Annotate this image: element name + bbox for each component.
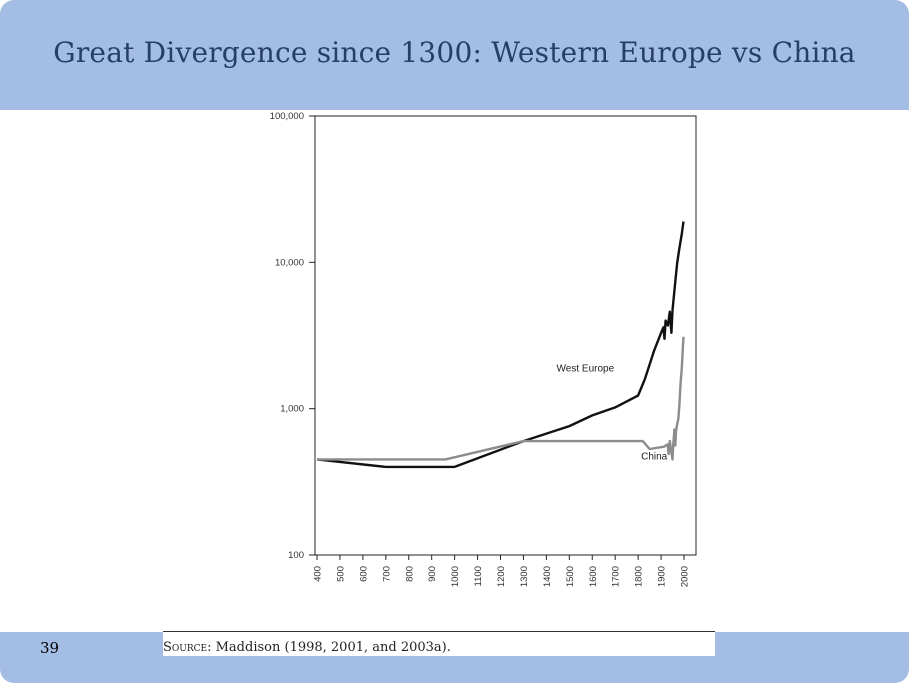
series-line-west-europe (316, 221, 685, 469)
source-label: Source: (163, 640, 212, 655)
x-tick-label: 1100 (473, 566, 484, 586)
chart-axes: 100 1,000 10,000 100,000 400 500 600 700 800 900 1… (270, 111, 697, 587)
y-tick-label: 100 (288, 550, 304, 561)
x-tick-label: 1700 (611, 566, 622, 587)
x-tick-label: 900 (427, 566, 438, 582)
x-tick-label: 1200 (496, 566, 507, 587)
x-tick-label: 700 (381, 566, 392, 582)
x-tick-label: 1400 (542, 566, 553, 587)
x-tick-label: 1600 (588, 566, 599, 587)
series-line-china (317, 336, 685, 461)
x-tick-label: 2000 (680, 566, 691, 587)
x-tick-label: 1900 (657, 566, 668, 587)
chart-series (316, 221, 685, 469)
source-divider (163, 631, 715, 632)
line-chart: 100 1,000 10,000 100,000 400 500 600 700 800 900 1… (270, 111, 697, 587)
y-tick-label: 100,000 (270, 111, 304, 122)
x-tick-label: 400 (313, 566, 324, 582)
source-reference: Maddison (1998, 2001, and 2003a). (215, 640, 451, 655)
y-tick-label: 1,000 (280, 404, 304, 415)
x-tick-label: 500 (335, 566, 346, 582)
plot-frame (314, 115, 697, 556)
y-tick-label: 10,000 (275, 257, 304, 268)
x-tick-label: 1300 (519, 566, 530, 587)
series-label-china: China (641, 451, 668, 462)
x-tick-label: 1000 (450, 566, 461, 587)
chart-panel: 100 1,000 10,000 100,000 400 500 600 700 800 900 1… (163, 110, 715, 656)
source-citation: Source: Maddison (1998, 2001, and 2003a)… (163, 640, 451, 655)
page-number: 39 (40, 639, 60, 657)
x-tick-label: 1800 (634, 566, 645, 587)
x-tick-label: 1500 (565, 566, 576, 587)
x-tick-label: 800 (404, 566, 415, 582)
slide-title: Great Divergence since 1300: Western Eur… (53, 36, 856, 69)
chart-series-labels: West Europe China (557, 363, 668, 462)
series-label-west-europe: West Europe (557, 363, 615, 374)
x-tick-label: 600 (358, 566, 369, 582)
